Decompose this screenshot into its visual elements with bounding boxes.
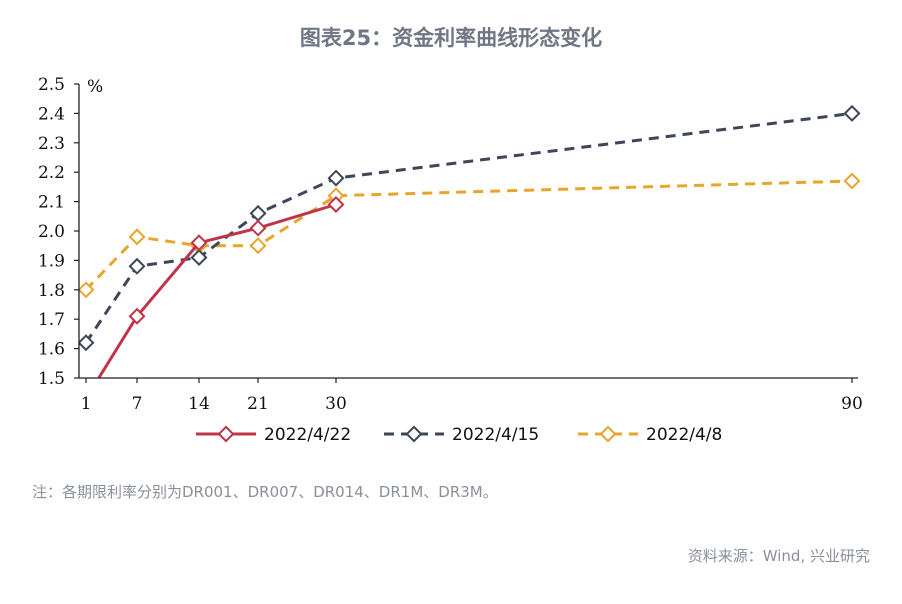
y-tick-label: 1.5 (38, 369, 65, 389)
source-note: 资料来源：Wind, 兴业研究 (687, 547, 870, 565)
legend-label: 2022/4/22 (264, 425, 351, 445)
series-group (79, 104, 861, 378)
y-tick-label: 2.3 (38, 134, 65, 154)
y-tick-label: 1.6 (38, 340, 65, 360)
y-tick-label: 2.0 (38, 222, 65, 242)
x-tick-label: 7 (132, 394, 143, 414)
data-point-marker (190, 248, 208, 266)
x-tick-label: 30 (325, 394, 347, 414)
legend-label: 2022/4/8 (646, 425, 722, 445)
data-point-marker (843, 104, 861, 122)
data-point-marker (190, 234, 208, 252)
series-line (97, 203, 337, 378)
data-point-marker (327, 169, 345, 187)
legend-swatch-marker (599, 425, 617, 443)
series-line (84, 179, 853, 291)
x-tick-label: 21 (247, 394, 269, 414)
x-tick-label: 90 (841, 394, 863, 414)
chart-title: 图表25：资金利率曲线形态变化 (299, 26, 603, 50)
series-line (84, 111, 853, 344)
x-axis: 1 7 14 21 30 90 (79, 377, 863, 414)
y-tick-label: 1.7 (38, 310, 65, 330)
y-tick-label: 2.5 (38, 75, 65, 95)
footnote: 注：各期限利率分别为DR001、DR007、DR014、DR1M、DR3M。 (32, 483, 498, 501)
data-point-marker (249, 219, 267, 237)
y-tick-label: 2.2 (38, 163, 65, 183)
y-axis-unit-label: % (87, 77, 103, 97)
x-tick-label: 1 (81, 394, 92, 414)
y-tick-label: 2.4 (38, 104, 65, 124)
data-point-marker (249, 204, 267, 222)
data-point-marker (79, 334, 95, 352)
data-point-marker (128, 228, 146, 246)
y-tick-label: 1.9 (38, 251, 65, 271)
data-point-marker (327, 196, 345, 214)
data-point-marker (249, 237, 267, 255)
legend-swatch-marker (217, 425, 235, 443)
y-axis: 1.5 1.6 1.7 1.8 1.9 2.0 2.1 2.2 2.3 2.4 2.5 (38, 75, 80, 389)
x-tick-label: 14 (188, 394, 210, 414)
data-point-marker (128, 307, 146, 325)
y-tick-label: 2.1 (38, 193, 65, 213)
legend-label: 2022/4/15 (452, 425, 539, 445)
plot-area (79, 104, 861, 378)
legend: 2022/4/22 2022/4/15 2022/4/8 (196, 425, 722, 445)
legend-swatch-marker (405, 425, 423, 443)
data-point-marker (327, 187, 345, 205)
data-point-marker (128, 257, 146, 275)
data-point-marker (79, 281, 95, 299)
y-tick-label: 1.8 (38, 281, 65, 301)
data-point-marker (843, 172, 861, 190)
